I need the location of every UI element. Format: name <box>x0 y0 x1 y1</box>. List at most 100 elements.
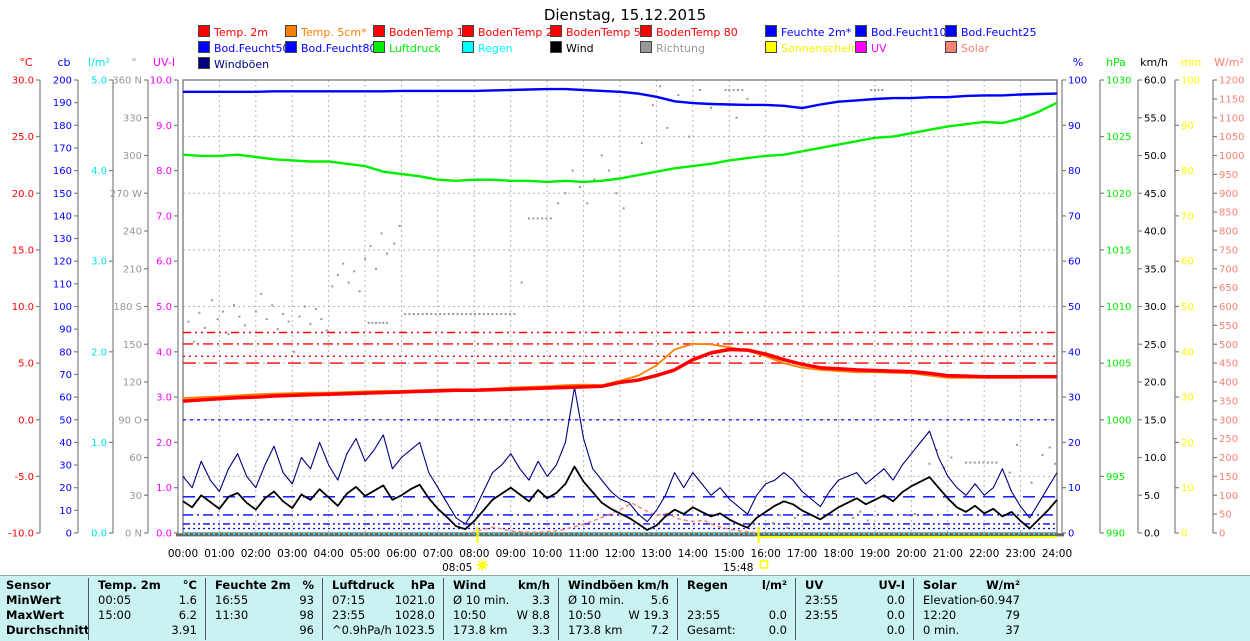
direction-dot <box>741 89 744 92</box>
x-tick-label: 11:00 <box>568 548 598 560</box>
col-unit-windb-en: km/h <box>636 578 669 592</box>
direction-dot <box>425 313 428 316</box>
direction-dot <box>491 313 494 316</box>
col-title-solar: Solar <box>923 578 957 592</box>
axis-tick-label: 4.0 <box>91 166 107 177</box>
legend-label: Richtung <box>656 42 705 55</box>
axis-tick-label: 170 <box>53 143 72 154</box>
axis-tick-label: 100 <box>1219 491 1238 502</box>
x-tick-label: 19:00 <box>860 548 890 560</box>
direction-dot <box>421 313 424 316</box>
direction-dot <box>271 304 274 307</box>
direction-dot <box>378 321 381 324</box>
sun-ray <box>483 560 487 564</box>
direction-dot <box>736 89 739 92</box>
direction-dot <box>417 313 420 316</box>
direction-dot <box>504 313 507 316</box>
sunset-square-icon <box>759 560 769 569</box>
direction-dot <box>545 217 548 220</box>
cell-feuchte-2m-value: 96 <box>299 623 314 637</box>
legend-label: BodenTemp 25 <box>478 26 560 39</box>
cell-feuchte-2m-time: 11:30 <box>215 608 249 622</box>
direction-dot <box>677 94 680 97</box>
direction-dot <box>408 313 411 316</box>
col-title-wind: Wind <box>453 578 487 592</box>
cell-temp-2m-value: 3.91 <box>171 623 197 637</box>
x-tick-label: 08:00 <box>459 548 489 560</box>
axis-tick-label: 20 <box>1068 438 1081 449</box>
legend-label: Solar <box>961 42 990 55</box>
direction-dot <box>557 202 560 205</box>
legend-item-bod-feucht10: Bod.Feucht10 <box>855 25 947 39</box>
axis-tick-label: 0 <box>1181 529 1187 540</box>
axis-tick-label: 150 <box>123 340 142 351</box>
direction-dot <box>622 207 625 210</box>
axis-tick-label: 2.0 <box>91 347 107 358</box>
direction-dot <box>382 321 385 324</box>
direction-dot <box>549 217 552 220</box>
axis-tick-label: 2.0 <box>156 438 172 449</box>
axis-tick-label: 25.0 <box>12 132 34 143</box>
direction-dot <box>699 89 702 92</box>
axis-tick-label: 80 <box>59 347 72 358</box>
cell-luftdruck-time: ^0.9hPa/h <box>332 623 392 637</box>
direction-dot <box>249 343 252 346</box>
direction-dot <box>211 299 214 302</box>
direction-dot <box>771 521 774 524</box>
direction-dot <box>456 313 459 316</box>
axis-tick-label: 60 <box>1068 257 1081 268</box>
table-separator <box>443 578 444 640</box>
axis-tick-label: 900 <box>1219 189 1238 200</box>
direction-dot <box>434 313 437 316</box>
direction-dot <box>1054 462 1057 465</box>
cell-wind-time: 10:50 <box>453 608 487 622</box>
axis-unit-label: W/m² <box>1214 56 1244 69</box>
axis-tick-label: 15.0 <box>12 245 34 256</box>
legend-label: UV <box>871 42 887 55</box>
col-title-uv: UV <box>805 578 824 592</box>
axis-tick-label: 30 <box>59 461 72 472</box>
direction-dot <box>331 285 334 288</box>
cell-regen-value: 0.0 <box>768 608 787 622</box>
legend-swatch-temp-5cm <box>285 25 297 37</box>
legend-item-bod-feucht80: Bod.Feucht80 <box>285 41 377 55</box>
direction-dot <box>460 313 463 316</box>
direction-dot <box>1048 446 1051 449</box>
axis-tick-label: 5.0 <box>156 302 172 313</box>
cell-uv-time: 23:55 <box>805 608 839 622</box>
axis-tick-label: 1010 <box>1106 302 1131 313</box>
direction-dot <box>443 313 446 316</box>
row-label-durchschnitt: Durchschnitt <box>6 623 90 637</box>
legend-swatch-bod-feucht10 <box>855 25 867 37</box>
direction-dot <box>298 315 301 318</box>
direction-dot <box>375 321 378 324</box>
direction-dot <box>608 169 611 172</box>
direction-dot <box>254 310 257 313</box>
axis-tick-label: 0.0 <box>156 529 172 540</box>
direction-dot <box>375 267 378 270</box>
axis-tick-label: 30.0 <box>1144 302 1166 313</box>
legend-label: Luftdruck <box>389 42 441 55</box>
legend-label: BodenTemp 80 <box>656 26 738 39</box>
table-separator <box>88 578 89 640</box>
legend-swatch-bodentemp-25 <box>462 25 474 37</box>
axis-tick-label: 1000 <box>1106 415 1131 426</box>
direction-dot <box>779 514 782 517</box>
axis-tick-label: 3.0 <box>156 393 172 404</box>
col-unit-regen: l/m² <box>761 578 787 592</box>
cell-solar-value: 79 <box>1005 608 1020 622</box>
axis-tick-label: 90 <box>1068 121 1081 132</box>
direction-dot <box>746 97 749 100</box>
direction-dot <box>203 326 206 329</box>
cell-uv-value: 0.0 <box>886 623 905 637</box>
cell-uv-value: 0.0 <box>886 608 905 622</box>
direction-dot <box>465 313 468 316</box>
axis-tick-label: 1030 <box>1106 76 1131 87</box>
sunset-marker-label: 15:48 <box>723 562 753 574</box>
cell-wind-time: 173.8 km <box>453 623 508 637</box>
axis-tick-label: 450 <box>1219 359 1238 370</box>
y-axis-kmh: km/h 0.0 5.0 10.0 15.0 20.0 25.0 30.0 35.0 40.0 45… <box>1137 56 1168 540</box>
axis-tick-label: 20.0 <box>12 189 34 200</box>
x-tick-label: 21:00 <box>933 548 963 560</box>
axis-tick-label: 80 <box>1181 166 1194 177</box>
